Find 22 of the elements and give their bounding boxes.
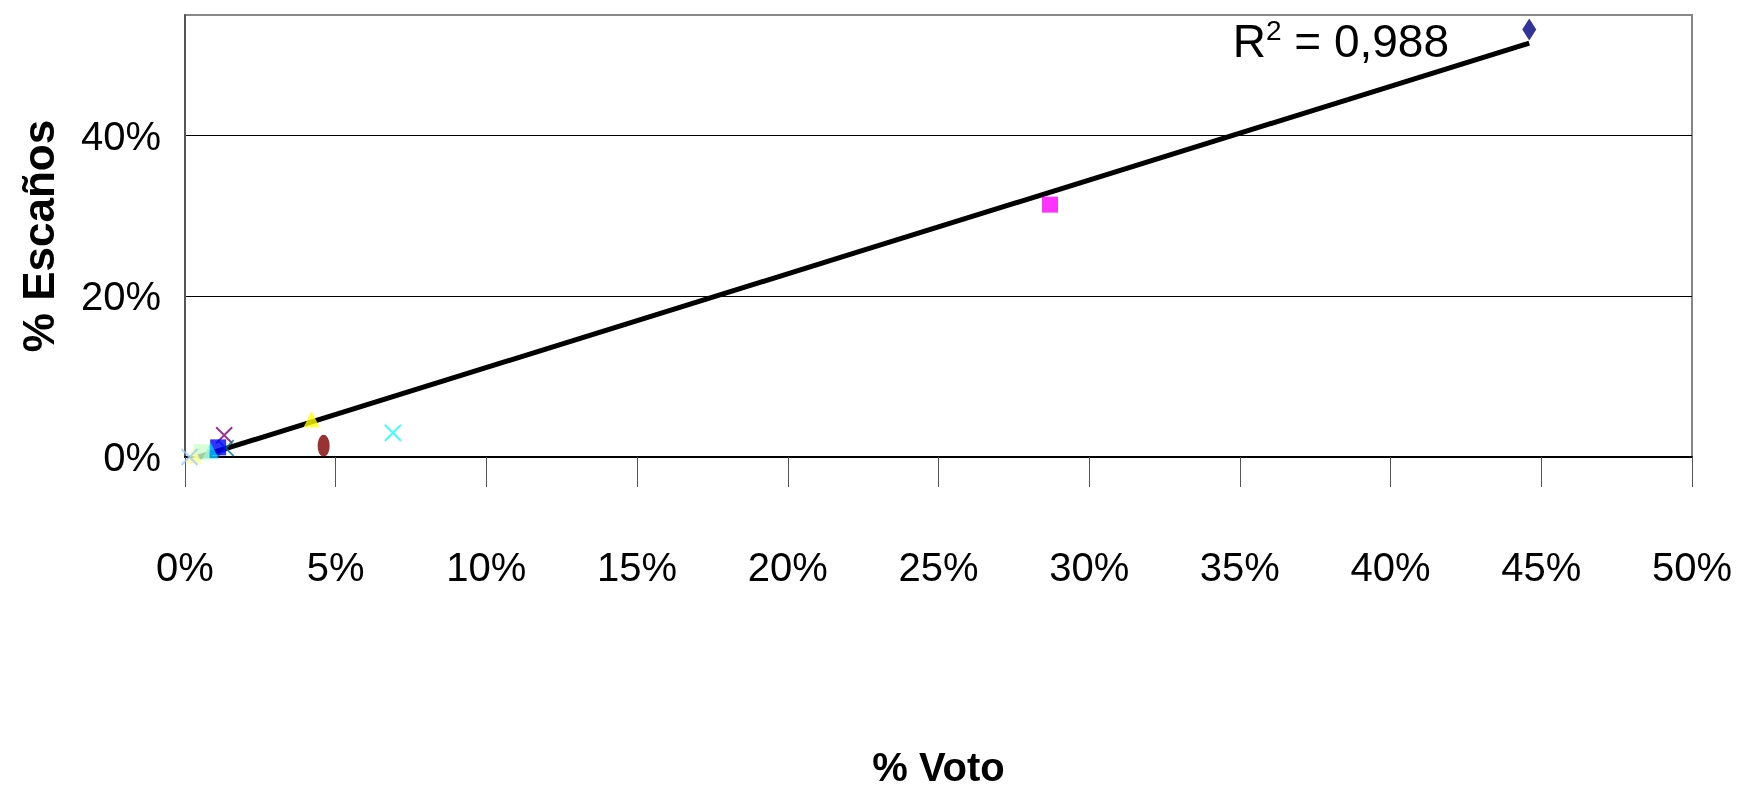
point: [303, 411, 320, 428]
x-tick-label: 40%: [1350, 545, 1431, 589]
y-tick-label: 40%: [80, 113, 161, 158]
x-tick-label: 15%: [597, 545, 678, 589]
point: [383, 423, 402, 442]
x-tick-label: 50%: [1651, 545, 1733, 589]
x-tick-label: 30%: [1049, 545, 1130, 589]
y-tick-label: 20%: [80, 274, 161, 319]
y-tick-label: 0%: [103, 435, 161, 479]
point: [215, 426, 234, 445]
point: [1042, 196, 1059, 213]
x-tick-label: 25%: [898, 545, 979, 589]
x-tick-label: 0%: [156, 545, 214, 589]
x-tick-label: 10%: [446, 545, 527, 589]
x-tick-label: 20%: [747, 545, 828, 589]
x-tick-label: 35%: [1199, 545, 1280, 589]
x-tick-label: 45%: [1501, 545, 1582, 589]
x-tick-label: 5%: [306, 545, 365, 589]
y-axis-title: % Escaños: [13, 119, 63, 353]
point: [180, 448, 199, 466]
point: [216, 439, 235, 458]
x-axis-title: % Voto: [872, 745, 1005, 789]
